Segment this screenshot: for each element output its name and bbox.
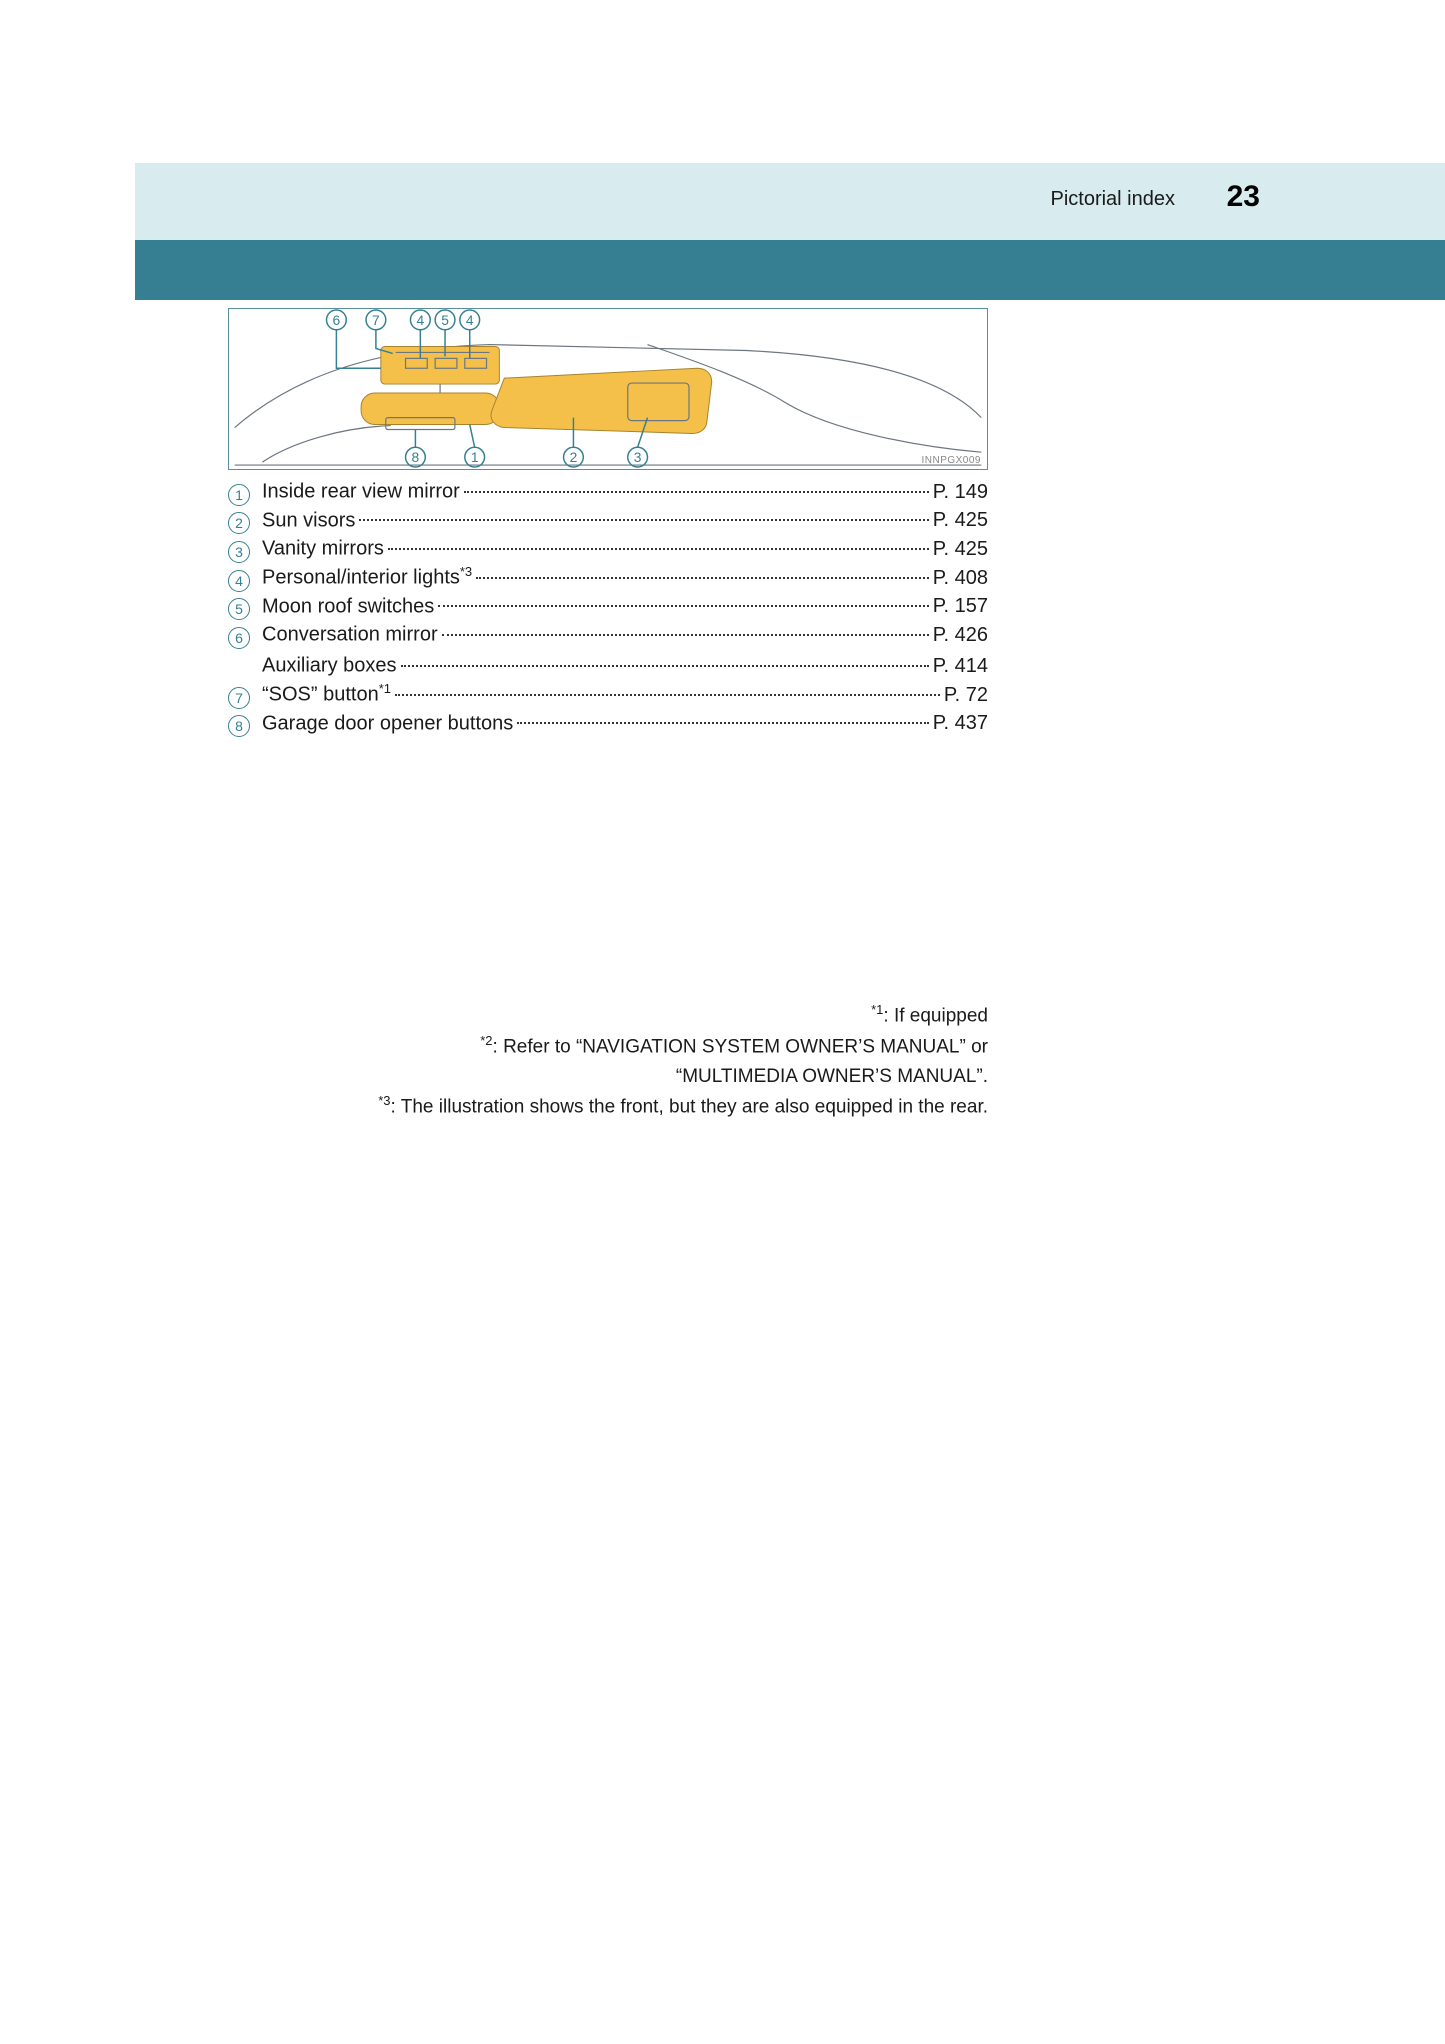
index-label: Garage door opener buttons	[262, 710, 513, 736]
index-label: Personal/interior lights*3	[262, 564, 472, 590]
index-row: 6 Conversation mirror P. 426	[228, 621, 988, 647]
leader-dots	[464, 491, 929, 493]
index-row: 2 Sun visors P. 425	[228, 507, 988, 533]
index-label: Moon roof switches	[262, 593, 434, 619]
index-row: 8 Garage door opener buttons P. 437	[228, 710, 988, 736]
svg-text:4: 4	[417, 312, 425, 328]
index-label: Sun visors	[262, 507, 355, 533]
index-label: Auxiliary boxes	[262, 652, 397, 678]
index-num-circle: 1	[228, 484, 250, 506]
svg-text:4: 4	[466, 312, 474, 328]
index-num-circle: 5	[228, 598, 250, 620]
leader-dots	[401, 665, 929, 667]
index-row: 1 Inside rear view mirror P. 149	[228, 478, 988, 504]
svg-text:5: 5	[441, 312, 449, 328]
index-num-circle: 6	[228, 627, 250, 649]
svg-text:7: 7	[372, 312, 380, 328]
index-page: P. 408	[933, 567, 988, 590]
ceiling-diagram: 6 7 4 5 4 8 1	[228, 308, 988, 470]
svg-text:6: 6	[333, 312, 341, 328]
leader-dots	[359, 519, 928, 521]
index-row: 7 “SOS” button*1 P. 72	[228, 681, 988, 707]
leader-dots	[517, 722, 928, 724]
index-label: Conversation mirror	[262, 621, 438, 647]
page-number: 23	[1227, 180, 1260, 214]
index-page: P. 425	[933, 509, 988, 532]
footnote-3: *3: The illustration shows the front, bu…	[228, 1091, 988, 1122]
index-page: P. 414	[933, 655, 988, 678]
index-row: 4 Personal/interior lights*3 P. 408	[228, 564, 988, 590]
diagram-code: INNPGX009	[921, 455, 981, 466]
leader-dots	[476, 577, 929, 579]
svg-text:3: 3	[634, 449, 642, 465]
index-row: 3 Vanity mirrors P. 425	[228, 535, 988, 561]
index-row: Auxiliary boxes P. 414	[228, 650, 988, 678]
index-page: P. 149	[933, 481, 988, 504]
index-list: 1 Inside rear view mirror P. 149 2 Sun v…	[228, 478, 988, 738]
leader-dots	[388, 548, 929, 550]
index-label: “SOS” button*1	[262, 681, 391, 707]
header-teal-block	[135, 240, 1445, 300]
index-num-circle: 3	[228, 541, 250, 563]
footnote-2a: *2: Refer to “NAVIGATION SYSTEM OWNER’S …	[228, 1031, 988, 1062]
svg-text:1: 1	[471, 449, 479, 465]
index-page: P. 437	[933, 712, 988, 735]
index-num-circle: 8	[228, 715, 250, 737]
footnote-1: *1: If equipped	[228, 1000, 988, 1031]
index-page: P. 425	[933, 538, 988, 561]
index-num-circle: 2	[228, 512, 250, 534]
section-title: Pictorial index	[1050, 188, 1175, 211]
index-label: Vanity mirrors	[262, 535, 384, 561]
leader-dots	[395, 694, 940, 696]
footnotes: *1: If equipped *2: Refer to “NAVIGATION…	[228, 1000, 988, 1122]
svg-text:8: 8	[412, 449, 420, 465]
diagram-svg: 6 7 4 5 4 8 1	[229, 309, 987, 469]
index-label: Inside rear view mirror	[262, 478, 460, 504]
svg-text:2: 2	[570, 449, 578, 465]
leader-dots	[442, 634, 929, 636]
index-page: P. 72	[944, 684, 988, 707]
footnote-2b: “MULTIMEDIA OWNER’S MANUAL”.	[228, 1062, 988, 1091]
leader-dots	[438, 605, 928, 607]
index-page: P. 426	[933, 624, 988, 647]
index-num-circle: 4	[228, 570, 250, 592]
index-row: 5 Moon roof switches P. 157	[228, 593, 988, 619]
index-page: P. 157	[933, 595, 988, 618]
index-num-circle	[228, 652, 250, 674]
index-num-circle: 7	[228, 687, 250, 709]
